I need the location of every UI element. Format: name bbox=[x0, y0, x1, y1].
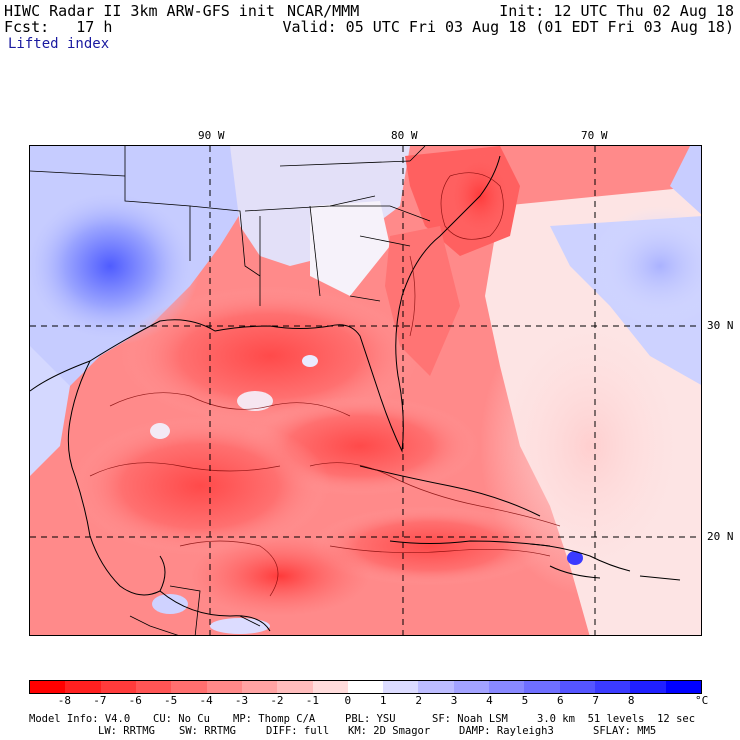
surface-layer-scheme: SFLAY: MM5 bbox=[593, 725, 657, 737]
colorbar-tick-label: -3 bbox=[234, 694, 249, 707]
gulf-red bbox=[70, 416, 330, 556]
colorbar-tick-label: 0 bbox=[344, 694, 352, 707]
caribbean-red bbox=[310, 506, 550, 586]
microphysics-scheme: MP: Thomp C/A bbox=[233, 713, 316, 725]
south-pale-spot bbox=[210, 618, 270, 634]
graticule bbox=[30, 146, 701, 635]
colorbar-swatch bbox=[100, 681, 136, 693]
colorbar-swatch bbox=[277, 681, 313, 693]
diffusion-scheme: DIFF: full bbox=[266, 725, 330, 737]
colorbar-tick-label: 8 bbox=[627, 694, 635, 707]
colorbar-swatch bbox=[241, 681, 278, 693]
ne-corner-blue bbox=[670, 146, 701, 215]
colorbar-swatch bbox=[418, 681, 454, 693]
damping-scheme: DAMP: Rayleigh3 bbox=[459, 725, 554, 737]
atlantic-blue-core bbox=[590, 206, 701, 326]
east-coast-red bbox=[385, 226, 460, 376]
hispaniola-blue-spot bbox=[567, 551, 583, 565]
colorbar-tick-label: 1 bbox=[379, 694, 387, 707]
lat-label-30n: 30 N bbox=[707, 319, 734, 332]
central-america-red bbox=[190, 536, 370, 616]
colorbar-tick-label: -5 bbox=[164, 694, 178, 707]
colorbar-swatch bbox=[347, 681, 384, 693]
colorbar-swatch bbox=[524, 681, 560, 693]
cumulus-scheme: CU: No Cu bbox=[153, 713, 210, 725]
colorbar-tick-label: -8 bbox=[57, 694, 72, 707]
carolina-pale bbox=[310, 201, 390, 296]
colorbar-swatch bbox=[135, 681, 172, 693]
field-name: Lifted index bbox=[8, 36, 110, 52]
colorbar-swatch bbox=[630, 681, 666, 693]
grid-info: 3.0 km 51 levels 12 sec bbox=[537, 713, 696, 725]
country-borders bbox=[129, 585, 261, 635]
colorbar-tick-label: 7 bbox=[592, 694, 600, 707]
pale-spot-c bbox=[302, 355, 318, 367]
yucatan-pale-spot bbox=[152, 594, 188, 614]
colorbar-tick-label: 6 bbox=[557, 694, 564, 707]
colorbar-unit: °C bbox=[695, 694, 709, 707]
km-scheme: KM: 2D Smagor bbox=[348, 725, 431, 737]
lat-label-20n: 20 N bbox=[707, 530, 734, 543]
colorbar-swatch bbox=[30, 681, 66, 693]
gulf-coast-red bbox=[120, 286, 420, 426]
organization-label: NCAR/MMM bbox=[287, 2, 360, 20]
state-borders bbox=[30, 146, 431, 306]
colorbar-swatch bbox=[489, 681, 525, 693]
lifted-index-map bbox=[29, 145, 702, 636]
lon-label-90w: 90 W bbox=[198, 129, 225, 142]
colorbar-swatch bbox=[453, 681, 490, 693]
init-time: Init: 12 UTC Thu 02 Aug 18 bbox=[499, 2, 734, 20]
contour-lines bbox=[89, 172, 561, 597]
forecast-hour: Fcst: 17 h bbox=[4, 18, 113, 36]
model-title: HIWC Radar II 3km ARW-GFS init bbox=[4, 2, 275, 20]
pale-spot-b bbox=[150, 423, 170, 439]
west-blue-strip bbox=[30, 346, 70, 476]
colorbar-swatch bbox=[312, 681, 348, 693]
valid-time: Valid: 05 UTC Fri 03 Aug 18 (01 EDT Fri … bbox=[282, 18, 734, 36]
pbl-scheme: PBL: YSU bbox=[345, 713, 396, 725]
colorbar-swatch bbox=[665, 681, 701, 693]
model-info: Model Info: V4.0 bbox=[29, 713, 131, 725]
colorbar-tick-label: -6 bbox=[128, 694, 142, 707]
texas-blue-core bbox=[30, 186, 200, 346]
pale-spot-a bbox=[237, 391, 273, 411]
map-canvas bbox=[30, 146, 701, 635]
colorbar-tick-label: -7 bbox=[93, 694, 107, 707]
colorbar-swatch bbox=[595, 681, 631, 693]
colorbar-tick-label: 4 bbox=[486, 694, 493, 707]
colorbar bbox=[29, 680, 702, 694]
lon-label-70w: 70 W bbox=[581, 129, 608, 142]
colorbar-tick-label: 2 bbox=[415, 694, 422, 707]
atlantic-pink-patch bbox=[480, 296, 700, 596]
colorbar-swatch bbox=[171, 681, 207, 693]
colorbar-tick-label: 5 bbox=[521, 694, 529, 707]
colorbar-swatch bbox=[383, 681, 419, 693]
lon-label-80w: 80 W bbox=[391, 129, 418, 142]
coastlines bbox=[30, 155, 681, 632]
longwave-scheme: LW: RRTMG bbox=[98, 725, 155, 737]
colorbar-swatch bbox=[65, 681, 101, 693]
colorbar-tick-label: 3 bbox=[450, 694, 458, 707]
colorbar-tick-label: -2 bbox=[270, 694, 284, 707]
colorbar-tick-label: -4 bbox=[199, 694, 213, 707]
surface-scheme: SF: Noah LSM bbox=[432, 713, 508, 725]
colorbar-tick-label: -1 bbox=[305, 694, 319, 707]
colorbar-swatch bbox=[206, 681, 242, 693]
shortwave-scheme: SW: RRTMG bbox=[179, 725, 236, 737]
colorbar-swatch bbox=[559, 681, 595, 693]
